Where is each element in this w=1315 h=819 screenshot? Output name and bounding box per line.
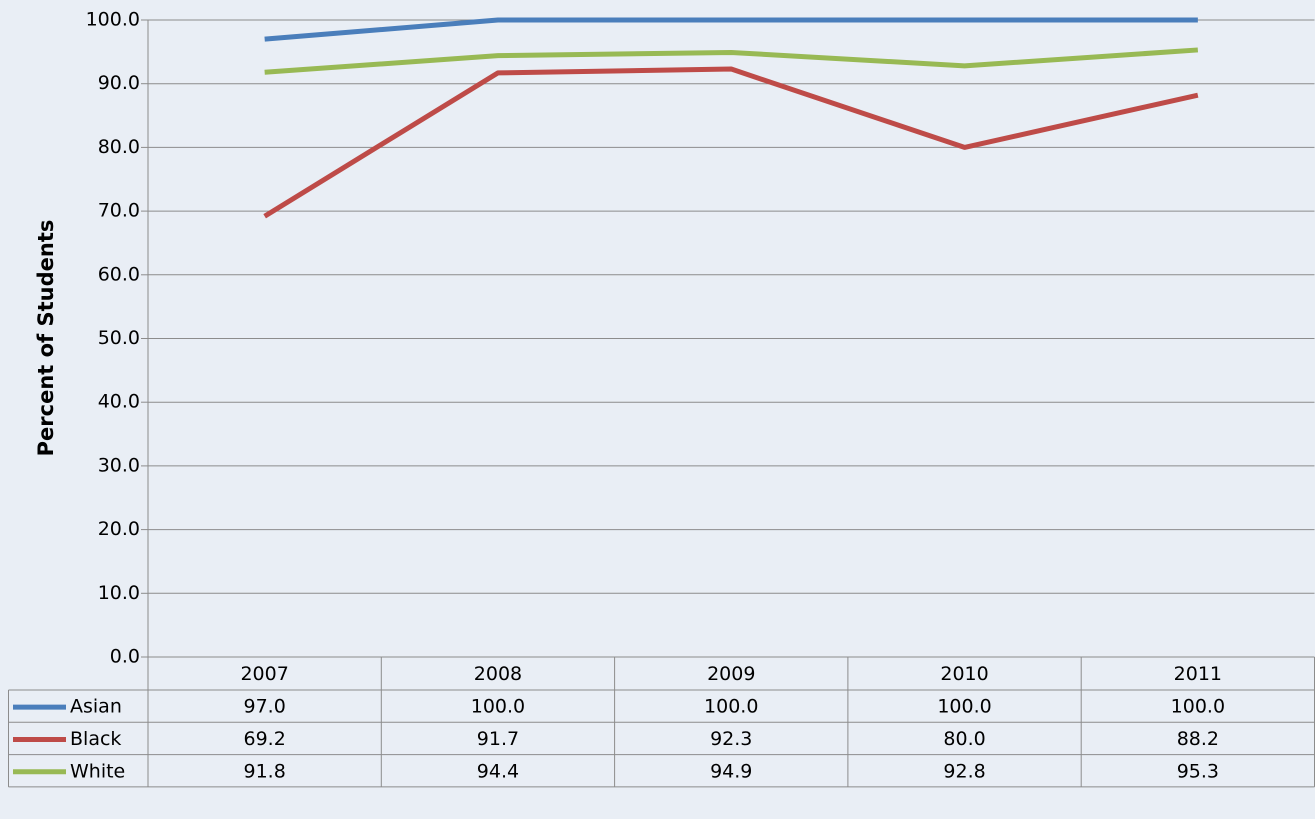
series-line (264, 47, 1199, 75)
series-line (264, 17, 1198, 42)
table-value: 91.8 (243, 760, 285, 782)
y-tick-label: 100.0 (86, 9, 140, 31)
table-value: 80.0 (943, 728, 985, 750)
y-tick-label: 30.0 (98, 454, 140, 476)
table-value: 94.4 (477, 760, 519, 782)
table-value: 95.3 (1177, 760, 1219, 782)
table-value: 88.2 (1177, 728, 1219, 750)
y-tick-label: 80.0 (98, 136, 140, 158)
legend-label: White (70, 760, 125, 782)
table-value: 69.2 (243, 728, 285, 750)
table-value: 91.7 (477, 728, 519, 750)
y-tick-label: 10.0 (98, 582, 140, 604)
x-tick-label: 2011 (1174, 663, 1222, 685)
table-value: 94.9 (710, 760, 752, 782)
x-tick-label: 2010 (940, 663, 988, 685)
x-tick-label: 2009 (707, 663, 755, 685)
y-tick-label: 40.0 (98, 391, 140, 413)
table-value: 100.0 (1171, 696, 1225, 718)
y-axis-title: Percent of Students (34, 220, 58, 457)
legend-label: Asian (70, 696, 122, 718)
y-tick-label: 50.0 (98, 327, 140, 349)
y-tick-label: 90.0 (98, 72, 140, 94)
table-value: 100.0 (937, 696, 991, 718)
x-tick-label: 2008 (474, 663, 522, 685)
table-value: 100.0 (704, 696, 758, 718)
x-tick-label: 2007 (240, 663, 288, 685)
table-value: 97.0 (243, 696, 285, 718)
y-tick-label: 60.0 (98, 263, 140, 285)
legend-label: Black (70, 728, 121, 750)
table-value: 100.0 (471, 696, 525, 718)
y-tick-label: 0.0 (110, 646, 140, 668)
series-line (263, 66, 1199, 219)
table-value: 92.8 (943, 760, 985, 782)
table-value: 92.3 (710, 728, 752, 750)
y-tick-label: 70.0 (98, 200, 140, 222)
y-tick-label: 20.0 (98, 518, 140, 540)
